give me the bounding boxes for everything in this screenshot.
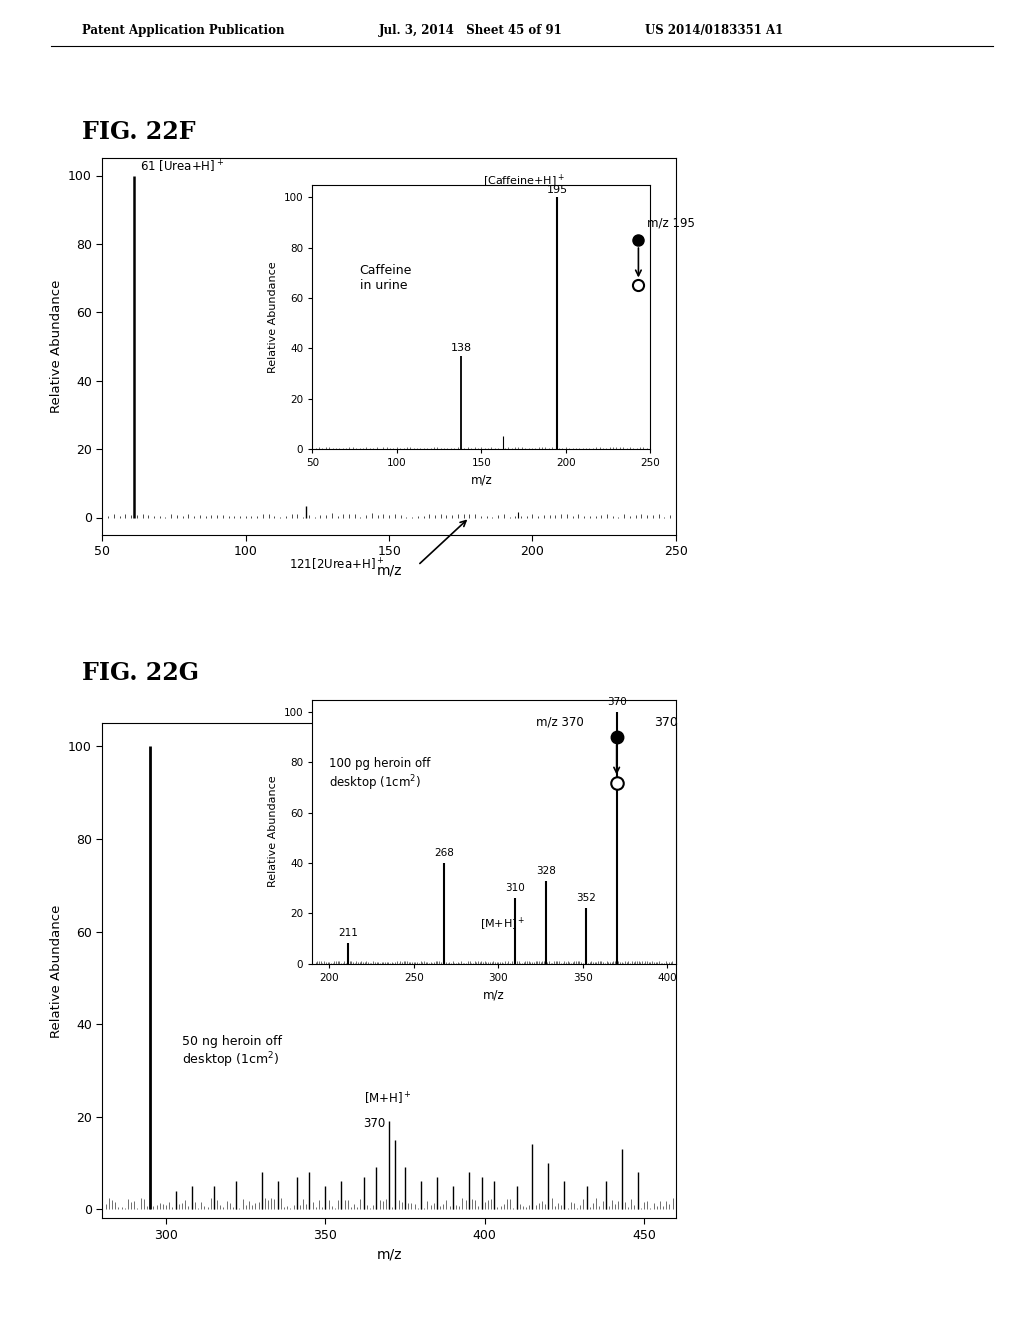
- Text: 121[2Urea+H]$^+$: 121[2Urea+H]$^+$: [289, 557, 384, 573]
- Text: 138: 138: [451, 343, 472, 354]
- Y-axis label: Relative Abundance: Relative Abundance: [49, 280, 62, 413]
- Text: 370: 370: [364, 1118, 386, 1130]
- Text: 370: 370: [654, 715, 678, 729]
- Text: 370: 370: [607, 697, 627, 708]
- Y-axis label: Relative Abundance: Relative Abundance: [268, 261, 279, 372]
- Text: Patent Application Publication: Patent Application Publication: [82, 24, 285, 37]
- Text: m/z 195: m/z 195: [647, 216, 694, 228]
- Text: 268: 268: [434, 847, 454, 858]
- Y-axis label: Relative Abundance: Relative Abundance: [268, 776, 279, 887]
- Text: US 2014/0183351 A1: US 2014/0183351 A1: [645, 24, 783, 37]
- Text: 50 ng heroin off
desktop (1cm$^2$): 50 ng heroin off desktop (1cm$^2$): [182, 1035, 282, 1071]
- Text: m/z 370: m/z 370: [536, 715, 584, 729]
- Text: Jul. 3, 2014   Sheet 45 of 91: Jul. 3, 2014 Sheet 45 of 91: [379, 24, 562, 37]
- Text: 310: 310: [505, 883, 525, 894]
- Text: [M+H]$^+$: [M+H]$^+$: [479, 916, 525, 933]
- Text: 61 [Urea+H]$^+$: 61 [Urea+H]$^+$: [139, 160, 224, 176]
- Text: Caffeine
in urine: Caffeine in urine: [359, 264, 412, 292]
- X-axis label: m/z: m/z: [377, 1247, 401, 1262]
- Text: 195: 195: [547, 185, 568, 195]
- Text: 211: 211: [338, 928, 357, 939]
- X-axis label: m/z: m/z: [470, 474, 493, 486]
- X-axis label: m/z: m/z: [483, 989, 505, 1001]
- Text: 100 pg heroin off
desktop (1cm$^2$): 100 pg heroin off desktop (1cm$^2$): [330, 758, 431, 793]
- Text: FIG. 22G: FIG. 22G: [82, 661, 199, 685]
- Text: [M+H]$^+$: [M+H]$^+$: [364, 1092, 412, 1107]
- Text: [Caffeine+H]$^+$: [Caffeine+H]$^+$: [482, 173, 564, 190]
- Y-axis label: Relative Abundance: Relative Abundance: [49, 904, 62, 1038]
- Text: 328: 328: [536, 866, 556, 875]
- Text: 352: 352: [577, 894, 596, 903]
- X-axis label: m/z: m/z: [377, 564, 401, 578]
- Text: FIG. 22F: FIG. 22F: [82, 120, 196, 144]
